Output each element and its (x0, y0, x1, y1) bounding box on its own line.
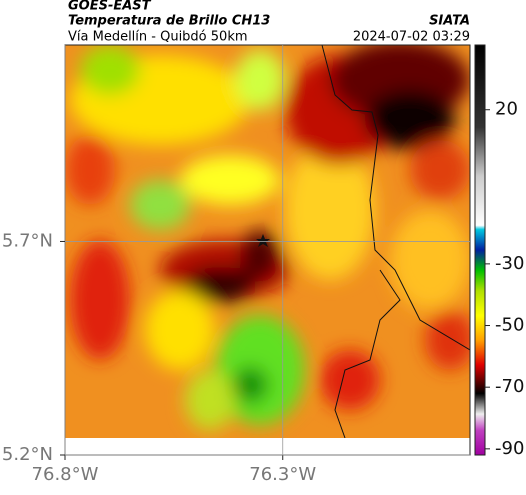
region: Vía Medellín - Quibdó 50km (68, 30, 248, 45)
satellite: GOES-EAST (68, 0, 152, 14)
colorbar-label: -30 (495, 253, 524, 274)
colorbar (474, 44, 486, 456)
boundary (321, 45, 470, 438)
location-star (256, 234, 270, 247)
colorbar-label: -90 (495, 438, 524, 459)
lon-label: 76.8°W (32, 464, 99, 485)
colorbar-label: 20 (495, 99, 518, 120)
timestamp: 2024-07-02 03:29 (353, 30, 470, 45)
lat-label: 5.2°N (2, 444, 53, 465)
product: Temperatura de Brillo CH13 (68, 14, 270, 29)
lat-label: 5.7°N (2, 230, 53, 251)
source: SIATA (429, 14, 470, 29)
colorbar-label: -70 (495, 376, 524, 397)
colorbar-label: -50 (495, 315, 524, 336)
lon-label: 76.3°W (249, 464, 316, 485)
